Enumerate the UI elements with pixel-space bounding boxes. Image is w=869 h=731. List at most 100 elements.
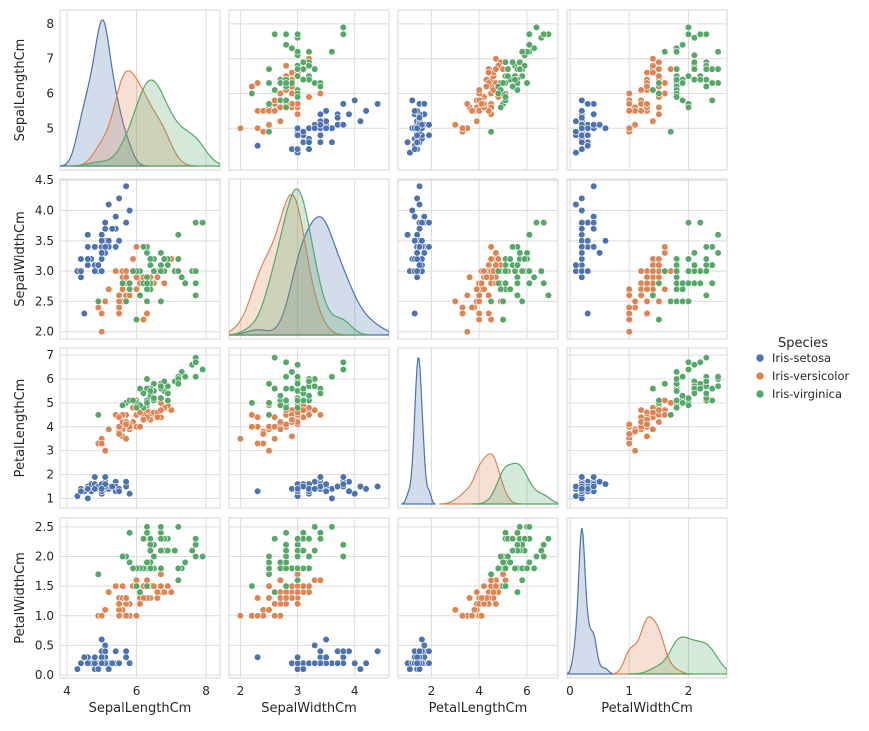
point-Iris-virginica bbox=[294, 361, 302, 369]
point-Iris-virginica bbox=[143, 279, 151, 287]
x-tick-label: 2 bbox=[428, 684, 436, 698]
point-Iris-virginica bbox=[530, 44, 538, 52]
point-Iris-setosa bbox=[339, 100, 347, 108]
point-Iris-virginica bbox=[672, 404, 681, 412]
point-Iris-versicolor bbox=[655, 110, 663, 118]
y-tick-label: 5 bbox=[46, 396, 54, 410]
point-Iris-virginica bbox=[516, 523, 524, 531]
point-Iris-virginica bbox=[311, 546, 319, 555]
point-Iris-versicolor bbox=[473, 117, 481, 125]
point-Iris-virginica bbox=[199, 552, 207, 561]
point-Iris-versicolor bbox=[655, 65, 663, 73]
point-Iris-versicolor bbox=[637, 86, 645, 94]
point-Iris-versicolor bbox=[637, 267, 645, 275]
point-Iris-virginica bbox=[122, 297, 130, 306]
point-Iris-virginica bbox=[192, 552, 200, 561]
point-Iris-setosa bbox=[578, 255, 586, 263]
x-tick-label: 1 bbox=[625, 684, 633, 698]
point-Iris-virginica bbox=[143, 249, 151, 257]
point-Iris-virginica bbox=[311, 523, 319, 531]
point-Iris-versicolor bbox=[254, 124, 262, 132]
point-Iris-virginica bbox=[667, 411, 675, 419]
point-Iris-versicolor bbox=[132, 285, 141, 293]
point-Iris-versicolor bbox=[122, 273, 130, 281]
point-Iris-virginica bbox=[702, 389, 710, 398]
kde-Iris-setosa-PetalLengthCm bbox=[401, 357, 436, 505]
point-Iris-setosa bbox=[101, 243, 109, 251]
point-Iris-setosa bbox=[84, 494, 92, 503]
point-Iris-setosa bbox=[108, 659, 116, 667]
point-Iris-versicolor bbox=[625, 107, 633, 115]
point-Iris-virginica bbox=[678, 297, 687, 306]
point-Iris-versicolor bbox=[637, 291, 645, 300]
point-Iris-setosa bbox=[294, 485, 302, 493]
point-Iris-versicolor bbox=[458, 124, 467, 132]
point-Iris-virginica bbox=[684, 394, 693, 402]
point-Iris-setosa bbox=[578, 225, 586, 233]
point-Iris-virginica bbox=[146, 261, 154, 269]
point-Iris-virginica bbox=[540, 279, 548, 287]
point-Iris-versicolor bbox=[475, 291, 483, 300]
point-Iris-setosa bbox=[84, 231, 92, 239]
point-Iris-versicolor bbox=[271, 423, 279, 431]
point-Iris-virginica bbox=[94, 411, 102, 419]
point-Iris-versicolor bbox=[271, 107, 279, 115]
point-Iris-virginica bbox=[282, 103, 290, 111]
point-Iris-setosa bbox=[578, 473, 586, 481]
point-Iris-setosa bbox=[84, 243, 92, 251]
point-Iris-setosa bbox=[578, 243, 586, 251]
point-Iris-versicolor bbox=[98, 439, 106, 448]
point-Iris-virginica bbox=[714, 231, 722, 239]
point-Iris-virginica bbox=[150, 552, 158, 561]
point-Iris-virginica bbox=[143, 558, 151, 567]
point-Iris-versicolor bbox=[265, 447, 273, 455]
point-Iris-virginica bbox=[129, 396, 137, 405]
kde-Iris-versicolor-PetalWidthCm bbox=[612, 616, 694, 675]
point-Iris-virginica bbox=[714, 373, 722, 381]
point-Iris-virginica bbox=[157, 267, 165, 275]
point-Iris-versicolor bbox=[139, 316, 148, 324]
point-Iris-versicolor bbox=[625, 285, 633, 293]
point-Iris-virginica bbox=[696, 385, 704, 393]
point-Iris-versicolor bbox=[649, 261, 657, 269]
point-Iris-virginica bbox=[294, 576, 302, 584]
point-Iris-virginica bbox=[690, 261, 699, 269]
point-Iris-virginica bbox=[684, 219, 693, 227]
point-Iris-virginica bbox=[513, 588, 522, 596]
point-Iris-virginica bbox=[265, 79, 273, 87]
point-Iris-virginica bbox=[294, 373, 302, 381]
point-Iris-versicolor bbox=[294, 110, 302, 118]
y-tick-label: 1.5 bbox=[35, 579, 54, 593]
point-Iris-virginica bbox=[150, 380, 158, 388]
point-Iris-virginica bbox=[708, 279, 716, 287]
point-Iris-virginica bbox=[146, 255, 154, 263]
point-Iris-setosa bbox=[105, 237, 113, 245]
point-Iris-virginica bbox=[164, 261, 172, 269]
point-Iris-setosa bbox=[322, 635, 330, 644]
point-Iris-versicolor bbox=[115, 303, 123, 312]
y-axis-label-SepalLengthCm: SepalLengthCm bbox=[13, 39, 28, 142]
point-Iris-setosa bbox=[73, 492, 81, 500]
point-Iris-setosa bbox=[404, 231, 412, 239]
panel-PetalLengthCm-vs-SepalLengthCm: 1 2 3 4 5 6 7 PetalLengthCm bbox=[13, 347, 221, 509]
y-tick-label: 8 bbox=[46, 17, 54, 31]
point-Iris-setosa bbox=[590, 213, 598, 221]
point-Iris-versicolor bbox=[153, 588, 161, 596]
y-tick-label: 0.0 bbox=[35, 668, 54, 682]
point-Iris-virginica bbox=[181, 373, 189, 381]
point-Iris-setosa bbox=[98, 659, 106, 667]
point-Iris-virginica bbox=[282, 396, 290, 405]
point-Iris-versicolor bbox=[492, 600, 500, 608]
point-Iris-virginica bbox=[518, 72, 526, 80]
x-axis-label-PetalWidthCm: PetalWidthCm bbox=[601, 701, 693, 716]
y-tick-label: 4.0 bbox=[35, 204, 54, 218]
point-Iris-versicolor bbox=[631, 447, 639, 455]
point-Iris-setosa bbox=[601, 480, 610, 488]
y-tick-label: 6 bbox=[46, 86, 54, 100]
point-Iris-virginica bbox=[511, 267, 519, 275]
point-Iris-virginica bbox=[690, 51, 699, 59]
panel-frame bbox=[228, 178, 390, 340]
point-Iris-virginica bbox=[702, 75, 710, 84]
point-Iris-virginica bbox=[487, 128, 495, 136]
